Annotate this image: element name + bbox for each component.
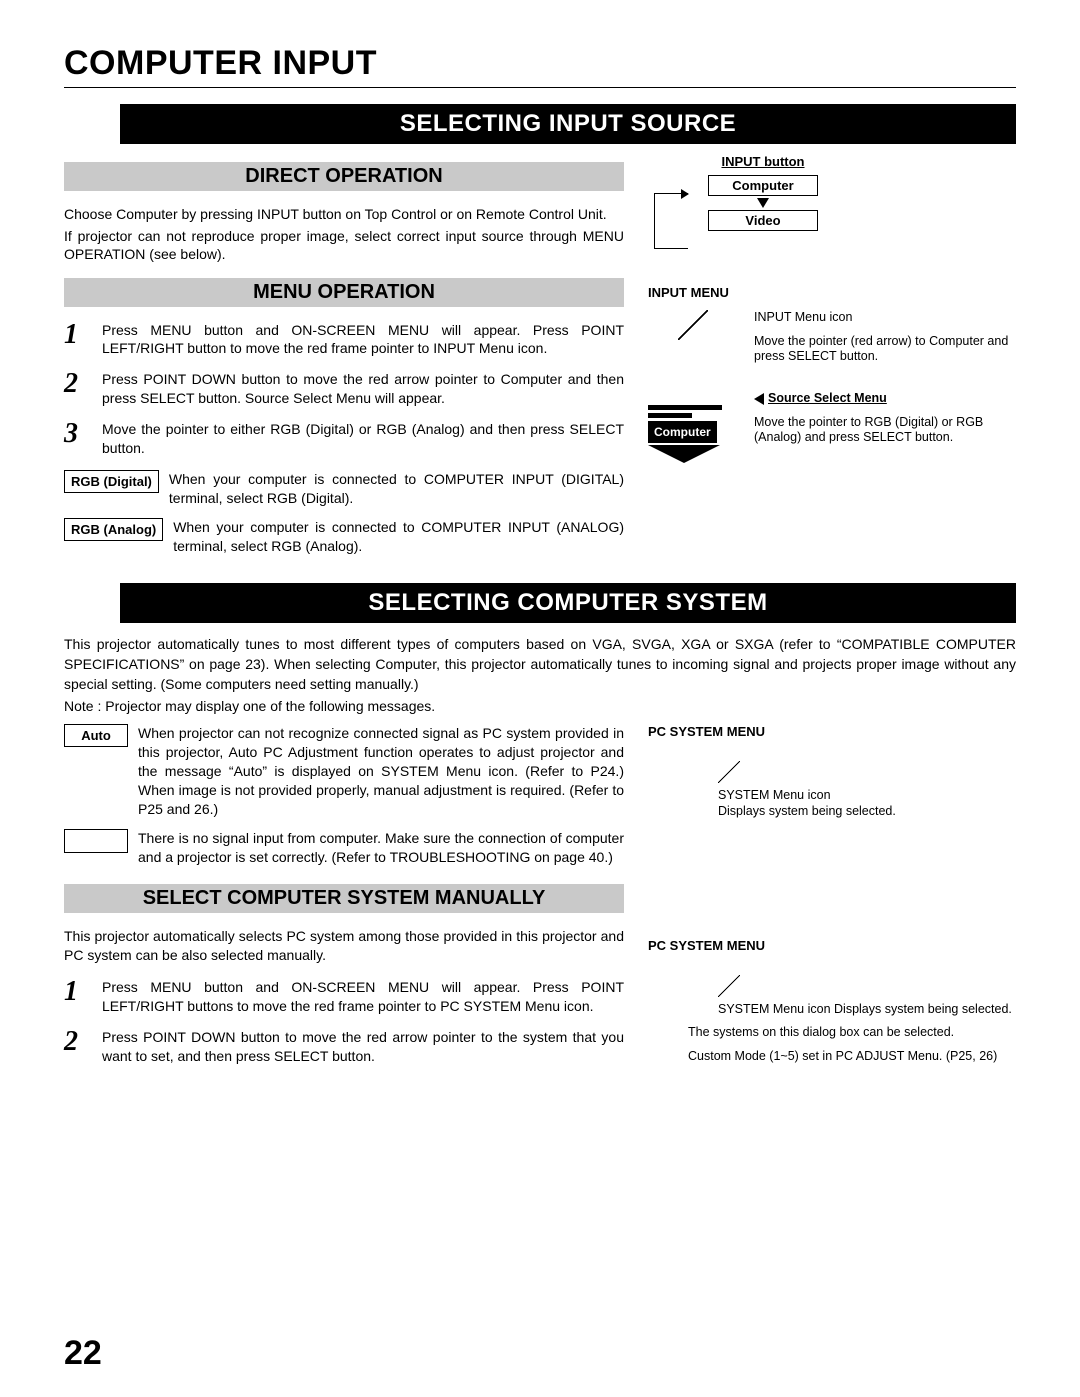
arrow-down-icon (757, 198, 769, 208)
computer-chip-diagram: Computer (648, 405, 722, 463)
section-header-computer-system: SELECTING COMPUTER SYSTEM (120, 583, 1016, 623)
rgb-analog-text: When your computer is connected to COMPU… (173, 518, 624, 556)
sub-header-direct: DIRECT OPERATION (64, 162, 624, 191)
pc-annot-1: SYSTEM Menu icon Displays system being s… (718, 788, 1016, 819)
callout-line-icon-3 (718, 975, 740, 997)
pc-annot-2: SYSTEM Menu icon Displays system being s… (718, 1002, 1016, 1018)
select-step-2: 2 Press POINT DOWN button to move the re… (64, 1028, 624, 1066)
input-button-title: INPUT button (688, 154, 838, 169)
title-rule (64, 87, 1016, 88)
menu-step-1: 1 Press MENU button and ON-SCREEN MENU w… (64, 321, 624, 359)
sel-step-text-1: Press MENU button and ON-SCREEN MENU wil… (102, 978, 624, 1016)
pc-system-menu-title-1: PC SYSTEM MENU (648, 724, 1016, 739)
system-intro: This projector automatically tunes to mo… (64, 635, 1016, 694)
rgb-analog-row: RGB (Analog) When your computer is conne… (64, 518, 624, 556)
pc-annot-3: The systems on this dialog box can be se… (688, 1025, 1016, 1041)
blank-label (64, 829, 128, 853)
rgb-digital-text: When your computer is connected to COMPU… (169, 470, 624, 508)
select-step-1: 1 Press MENU button and ON-SCREEN MENU w… (64, 978, 624, 1016)
computer-chip-label: Computer (648, 421, 717, 443)
system-note: Note : Projector may display one of the … (64, 698, 1016, 714)
pc-system-menu-title-2: PC SYSTEM MENU (648, 938, 1016, 953)
input-menu-title: INPUT MENU (648, 285, 1016, 300)
step-text-2: Press POINT DOWN button to move the red … (102, 370, 624, 408)
sel-step-number-2: 2 (64, 1028, 88, 1066)
section-header-input-source: SELECTING INPUT SOURCE (120, 104, 1016, 144)
auto-row: Auto When projector can not recognize co… (64, 724, 624, 818)
rgb-digital-row: RGB (Digital) When your computer is conn… (64, 470, 624, 508)
pc-annot-4: Custom Mode (1~5) set in PC ADJUST Menu.… (688, 1049, 1016, 1065)
menu-step-3: 3 Move the pointer to either RGB (Digita… (64, 420, 624, 458)
blank-row: There is no signal input from computer. … (64, 829, 624, 867)
rgb-digital-label: RGB (Digital) (64, 470, 159, 493)
step-text-3: Move the pointer to either RGB (Digital)… (102, 420, 624, 458)
sel-step-text-2: Press POINT DOWN button to move the red … (102, 1028, 624, 1066)
step-text-1: Press MENU button and ON-SCREEN MENU wil… (102, 321, 624, 359)
left-arrow-icon (754, 393, 764, 405)
sel-step-number-1: 1 (64, 978, 88, 1016)
step-number-2: 2 (64, 370, 88, 408)
auto-text: When projector can not recognize connect… (138, 724, 624, 818)
rgb-analog-label: RGB (Analog) (64, 518, 163, 541)
menu-step-2: 2 Press POINT DOWN button to move the re… (64, 370, 624, 408)
sub-header-menu: MENU OPERATION (64, 278, 624, 307)
input-menu-icon-annot: INPUT Menu icon (754, 310, 1016, 326)
loop-arrow-icon (654, 193, 688, 249)
select-intro: This projector automatically selects PC … (64, 927, 624, 963)
step-number-1: 1 (64, 321, 88, 359)
page-number: 22 (64, 1334, 102, 1373)
move-pointer-annot-1: Move the pointer (red arrow) to Computer… (754, 334, 1016, 365)
page-title: COMPUTER INPUT (64, 44, 1016, 83)
video-box: Video (708, 210, 818, 231)
computer-box: Computer (708, 175, 818, 196)
step-number-3: 3 (64, 420, 88, 458)
sub-header-select-manual: SELECT COMPUTER SYSTEM MANUALLY (64, 884, 624, 913)
source-select-annot: Source Select Menu (754, 391, 1016, 407)
direct-para-2: If projector can not reproduce proper im… (64, 227, 624, 263)
direct-para-1: Choose Computer by pressing INPUT button… (64, 205, 624, 223)
triangle-down-icon (648, 445, 720, 463)
move-pointer-annot-2: Move the pointer to RGB (Digital) or RGB… (754, 415, 1016, 446)
auto-label: Auto (64, 724, 128, 747)
callout-line-icon (678, 310, 708, 340)
blank-text: There is no signal input from computer. … (138, 829, 624, 867)
callout-line-icon-2 (718, 761, 740, 783)
